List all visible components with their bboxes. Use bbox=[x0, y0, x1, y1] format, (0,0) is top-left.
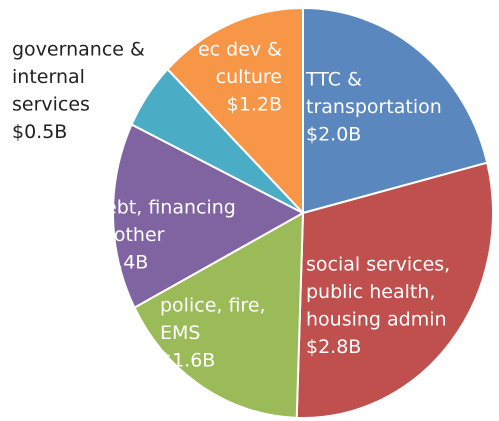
pie-slice bbox=[295, 161, 494, 419]
pie-slice bbox=[166, 6, 304, 216]
slice-label: culture bbox=[216, 66, 282, 88]
slice-label: governance & bbox=[12, 39, 145, 61]
pie-slice bbox=[133, 211, 305, 419]
value-label: $1.4B bbox=[93, 252, 148, 274]
pie-slice bbox=[302, 6, 489, 215]
slice-label: EMS bbox=[160, 322, 200, 344]
slice-label: services bbox=[12, 94, 90, 116]
slice-label: debt, financing bbox=[93, 197, 236, 219]
slice-label: public health, bbox=[306, 281, 435, 303]
slice-label: transportation bbox=[306, 96, 442, 118]
slice-label: internal bbox=[12, 66, 85, 88]
slice-label: housing admin bbox=[306, 309, 447, 331]
slice-label: ec dev & bbox=[198, 39, 282, 61]
value-label: $2.0B bbox=[306, 124, 361, 146]
pie-slice bbox=[112, 123, 306, 309]
value-label: $1.2B bbox=[227, 94, 282, 116]
value-label: $2.8B bbox=[306, 336, 361, 358]
slice-label: police, fire, bbox=[160, 295, 266, 317]
value-label: $0.5B bbox=[12, 121, 67, 143]
slice-label: social services, bbox=[306, 254, 450, 276]
slice-label: & other bbox=[93, 224, 165, 246]
slice-label: TTC & bbox=[305, 69, 362, 91]
value-label: $1.6B bbox=[160, 350, 215, 372]
